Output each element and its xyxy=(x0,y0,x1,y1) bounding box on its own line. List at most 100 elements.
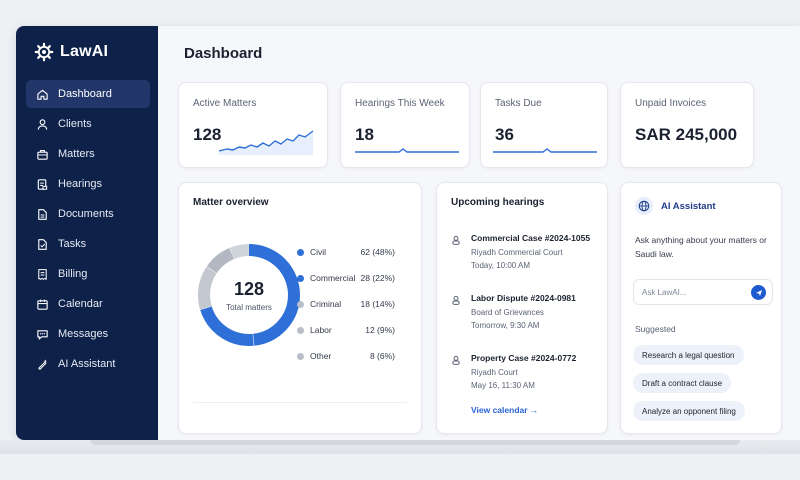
hearing-time: Today, 10:00 AM xyxy=(471,261,530,270)
ai-assistant-title: AI Assistant xyxy=(661,200,716,212)
hearing-time: Tomorrow, 9:30 AM xyxy=(471,321,540,330)
receipt-icon xyxy=(38,268,47,280)
card-title: Upcoming hearings xyxy=(451,197,545,208)
sidebar-item-ai-assistant[interactable]: AI Assistant xyxy=(26,350,150,378)
calendar-icon xyxy=(37,299,48,310)
sparkline xyxy=(493,148,597,153)
stat-card-active-matters[interactable]: Active Matters 128 xyxy=(178,82,328,168)
total-matters-value: 128 xyxy=(233,278,265,299)
legend-value: 18 (14%) xyxy=(360,299,396,309)
sidebar-item-messages[interactable]: Messages xyxy=(26,320,150,348)
hearing-title: Property Case #2024-0772 xyxy=(471,353,577,363)
legend-dot xyxy=(297,352,304,360)
legend-value: 12 (9%) xyxy=(365,325,395,335)
donut-slice-commercial xyxy=(198,244,300,346)
stat-card-hearings-week[interactable]: Hearings This Week 18 xyxy=(340,82,470,168)
page-title: Dashboard xyxy=(184,45,263,62)
app-name: LawAI xyxy=(60,43,109,60)
stat-value: 36 xyxy=(495,125,514,144)
suggestion-chip[interactable]: Analyze an opponent filing xyxy=(633,401,745,421)
person-icon xyxy=(452,235,460,245)
sidebar-item-label: Billing xyxy=(58,268,88,280)
stat-label: Tasks Due xyxy=(495,98,542,109)
sidebar-item-label: AI Assistant xyxy=(58,358,116,370)
home-icon xyxy=(37,89,48,100)
briefcase-icon xyxy=(37,149,48,160)
legend-row-civil: Civil 62 (48%) xyxy=(297,239,395,265)
legend-row-criminal: Criminal 18 (14%) xyxy=(297,291,395,317)
gavel-icon xyxy=(37,178,48,190)
stat-card-tasks-due[interactable]: Tasks Due 36 xyxy=(480,82,608,168)
sidebar-item-matters[interactable]: Matters xyxy=(26,140,150,168)
donut-legend: Civil 62 (48%) Commercial 28 (22%) Crimi… xyxy=(297,239,395,369)
sidebar-item-calendar[interactable]: Calendar xyxy=(26,290,150,318)
legend-value: 28 (22%) xyxy=(360,273,396,283)
sidebar-item-tasks[interactable]: Tasks xyxy=(26,230,150,258)
app-window: LawAI Dashboard Clients Matters Hearings xyxy=(16,26,800,440)
legend-name: Criminal xyxy=(310,299,342,309)
hearing-court: Riyadh Court xyxy=(471,368,518,377)
sidebar-item-label: Hearings xyxy=(58,178,103,190)
user-icon xyxy=(37,118,48,130)
chat-icon xyxy=(37,329,48,340)
stat-value: 18 xyxy=(355,125,374,144)
sidebar-item-billing[interactable]: Billing xyxy=(26,260,150,288)
sidebar-item-label: Documents xyxy=(58,208,114,220)
globe-icon xyxy=(635,197,653,215)
sidebar-nav: Dashboard Clients Matters Hearings Docum… xyxy=(26,80,150,380)
stat-label: Unpaid Invoices xyxy=(635,98,707,109)
legend-row-commercial: Commercial 28 (22%) xyxy=(297,265,395,291)
sidebar-item-documents[interactable]: Documents xyxy=(26,200,150,228)
upcoming-hearings-card: Upcoming hearings Commercial Case #2024-… xyxy=(436,182,608,434)
legend-dot xyxy=(297,274,304,282)
checklist-icon xyxy=(38,238,47,250)
hearing-title: Labor Dispute #2024-0981 xyxy=(471,293,576,303)
sidebar-item-hearings[interactable]: Hearings xyxy=(26,170,150,198)
stat-label: Active Matters xyxy=(193,98,257,109)
legend-row-other: Other 8 (6%) xyxy=(297,343,395,369)
sparkle-icon xyxy=(38,358,47,370)
sidebar: LawAI Dashboard Clients Matters Hearings xyxy=(16,26,158,440)
send-button[interactable] xyxy=(751,285,766,300)
sidebar-item-label: Dashboard xyxy=(58,88,112,100)
sidebar-item-label: Clients xyxy=(58,118,92,130)
matter-donut-chart xyxy=(198,244,300,346)
stat-card-unpaid-invoices[interactable]: Unpaid Invoices SAR 245,000 xyxy=(620,82,754,168)
brand[interactable]: LawAI xyxy=(34,42,108,62)
hearing-title: Commercial Case #2024-1055 xyxy=(471,233,591,243)
matter-overview-card: Matter overview 128 Total matters Civil … xyxy=(178,182,422,434)
donut-center: 128 Total matters xyxy=(193,239,305,351)
donut-slice-civil xyxy=(198,244,300,346)
suggestion-chip[interactable]: Draft a contract clause xyxy=(633,373,732,393)
ai-assistant-header: AI Assistant xyxy=(635,197,716,215)
sidebar-item-label: Calendar xyxy=(58,298,103,310)
laptop-notch xyxy=(90,440,740,445)
card-title: Matter overview xyxy=(193,197,269,208)
person-icon xyxy=(452,295,460,305)
sparkline xyxy=(355,148,459,153)
suggestion-chip[interactable]: Research a legal question xyxy=(633,345,744,365)
legend-dot xyxy=(297,248,304,256)
view-calendar-link[interactable]: View calendar → xyxy=(471,405,539,415)
ai-ask-field[interactable] xyxy=(633,279,773,305)
sidebar-item-label: Matters xyxy=(58,148,95,160)
donut-slice-criminal xyxy=(198,244,300,346)
sidebar-item-dashboard[interactable]: Dashboard xyxy=(26,80,150,108)
sparkline xyxy=(219,130,314,155)
legend-name: Commercial xyxy=(310,273,356,283)
stat-label: Hearings This Week xyxy=(355,98,445,109)
ai-assistant-card: AI Assistant Ask anything about your mat… xyxy=(620,182,782,434)
ai-assistant-description: Ask anything about your matters or Saudi… xyxy=(635,235,767,259)
legend-value: 8 (6%) xyxy=(369,351,395,361)
stat-value: 128 xyxy=(193,125,222,144)
suggested-label: Suggested xyxy=(635,324,676,334)
document-icon xyxy=(38,208,47,220)
legend-dot xyxy=(297,326,304,334)
person-icon xyxy=(452,355,460,365)
total-matters-label: Total matters xyxy=(226,302,272,312)
legend-name: Civil xyxy=(310,247,327,257)
sidebar-item-clients[interactable]: Clients xyxy=(26,110,150,138)
ai-ask-input[interactable] xyxy=(642,285,750,300)
hearing-court: Riyadh Commercial Court xyxy=(471,248,563,257)
legend-name: Other xyxy=(310,351,332,361)
